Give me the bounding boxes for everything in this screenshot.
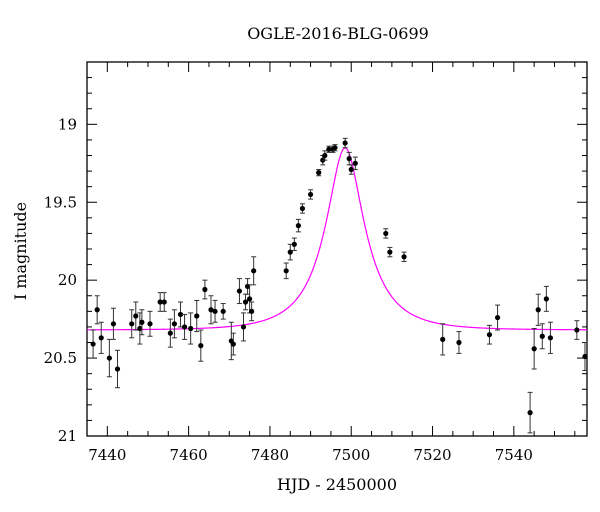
data-point — [527, 410, 533, 416]
data-point — [295, 223, 301, 229]
data-point — [147, 321, 153, 327]
data-point — [177, 311, 184, 318]
x-tick-label: 7540 — [495, 446, 533, 464]
data-point — [299, 205, 306, 212]
data-point — [236, 288, 243, 294]
data-point — [440, 336, 446, 342]
data-point — [98, 335, 104, 341]
data-point — [283, 268, 289, 274]
data-point — [531, 346, 537, 352]
data-point — [220, 308, 226, 314]
data-point — [456, 339, 462, 346]
data-point — [202, 286, 208, 293]
data-point — [212, 308, 218, 314]
data-point — [543, 296, 549, 302]
data-point — [90, 341, 96, 347]
data-point — [251, 268, 257, 274]
data-point — [322, 152, 328, 159]
data-point — [316, 170, 322, 176]
data-point — [208, 307, 214, 313]
data-point — [287, 249, 293, 255]
data-point — [326, 146, 332, 152]
data-point — [582, 353, 588, 360]
data-point — [106, 355, 112, 361]
data-point — [133, 313, 139, 319]
data-point — [171, 321, 177, 327]
y-tick-label: 21 — [58, 427, 77, 445]
x-tick-label: 7480 — [251, 446, 289, 464]
x-tick-label: 7440 — [88, 446, 126, 464]
x-tick-label: 7500 — [332, 446, 370, 464]
x-axis-title: HJD - 2450000 — [277, 475, 397, 494]
data-point — [198, 343, 204, 349]
data-point — [242, 299, 249, 305]
data-point — [401, 254, 407, 260]
data-point — [240, 324, 247, 330]
plot-frame — [86, 61, 588, 437]
y-tick-label: 20 — [58, 271, 77, 289]
data-point — [547, 335, 554, 341]
data-point — [181, 324, 188, 330]
data-point — [167, 330, 173, 336]
y-tick-label: 19.5 — [44, 193, 77, 211]
data-point — [114, 366, 121, 372]
data-point — [157, 299, 163, 305]
plot-area: 7440 7460 7480 7500 7520 7540 19 19.5 20 20.5 21 — [44, 61, 588, 464]
data-point — [249, 308, 255, 314]
data-point — [94, 307, 100, 313]
data-point — [535, 307, 541, 313]
data-point — [342, 140, 348, 146]
data-point — [188, 325, 194, 332]
x-tick-label: 7520 — [413, 446, 451, 464]
data-point — [137, 325, 143, 332]
data-point — [139, 319, 145, 325]
data-point — [387, 249, 393, 255]
data-point — [383, 230, 389, 237]
y-tick-label: 19 — [58, 115, 77, 133]
data-point — [332, 145, 338, 151]
data-point — [194, 313, 200, 319]
data-point — [230, 341, 236, 347]
data-point — [346, 156, 352, 162]
data-point — [348, 166, 354, 173]
data-point — [161, 299, 167, 305]
data-point — [574, 327, 580, 333]
data-point — [486, 332, 493, 338]
data-point — [307, 191, 314, 198]
data-point — [352, 160, 358, 166]
data-point — [539, 333, 545, 339]
data-point — [494, 314, 501, 321]
data-point — [129, 321, 135, 327]
y-axis-title: I magnitude — [11, 202, 30, 300]
data-point — [247, 296, 253, 302]
y-tick-label: 20.5 — [44, 349, 77, 367]
data-point — [110, 321, 117, 327]
data-point — [291, 241, 297, 247]
x-tick-label: 7460 — [170, 446, 208, 464]
chart-title: OGLE-2016-BLG-0699 — [247, 24, 429, 43]
